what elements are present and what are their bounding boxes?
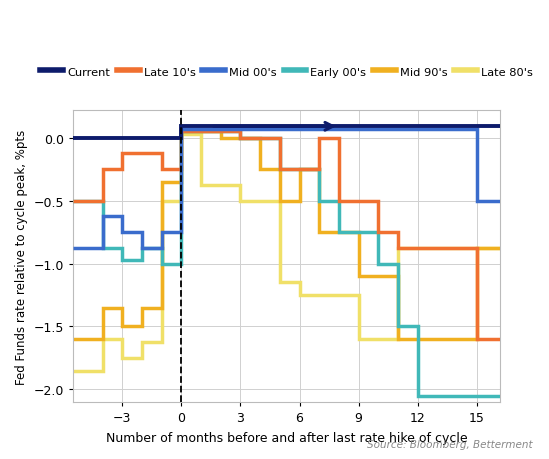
Text: Source: Bloomberg, Betterment: Source: Bloomberg, Betterment: [367, 440, 533, 449]
Y-axis label: Fed Funds rate relative to cycle peak, %pts: Fed Funds rate relative to cycle peak, %…: [15, 129, 28, 384]
X-axis label: Number of months before and after last rate hike of cycle: Number of months before and after last r…: [106, 431, 468, 444]
Legend: Current, Late 10's, Mid 00's, Early 00's, Mid 90's, Late 80's: Current, Late 10's, Mid 00's, Early 00's…: [41, 67, 533, 78]
